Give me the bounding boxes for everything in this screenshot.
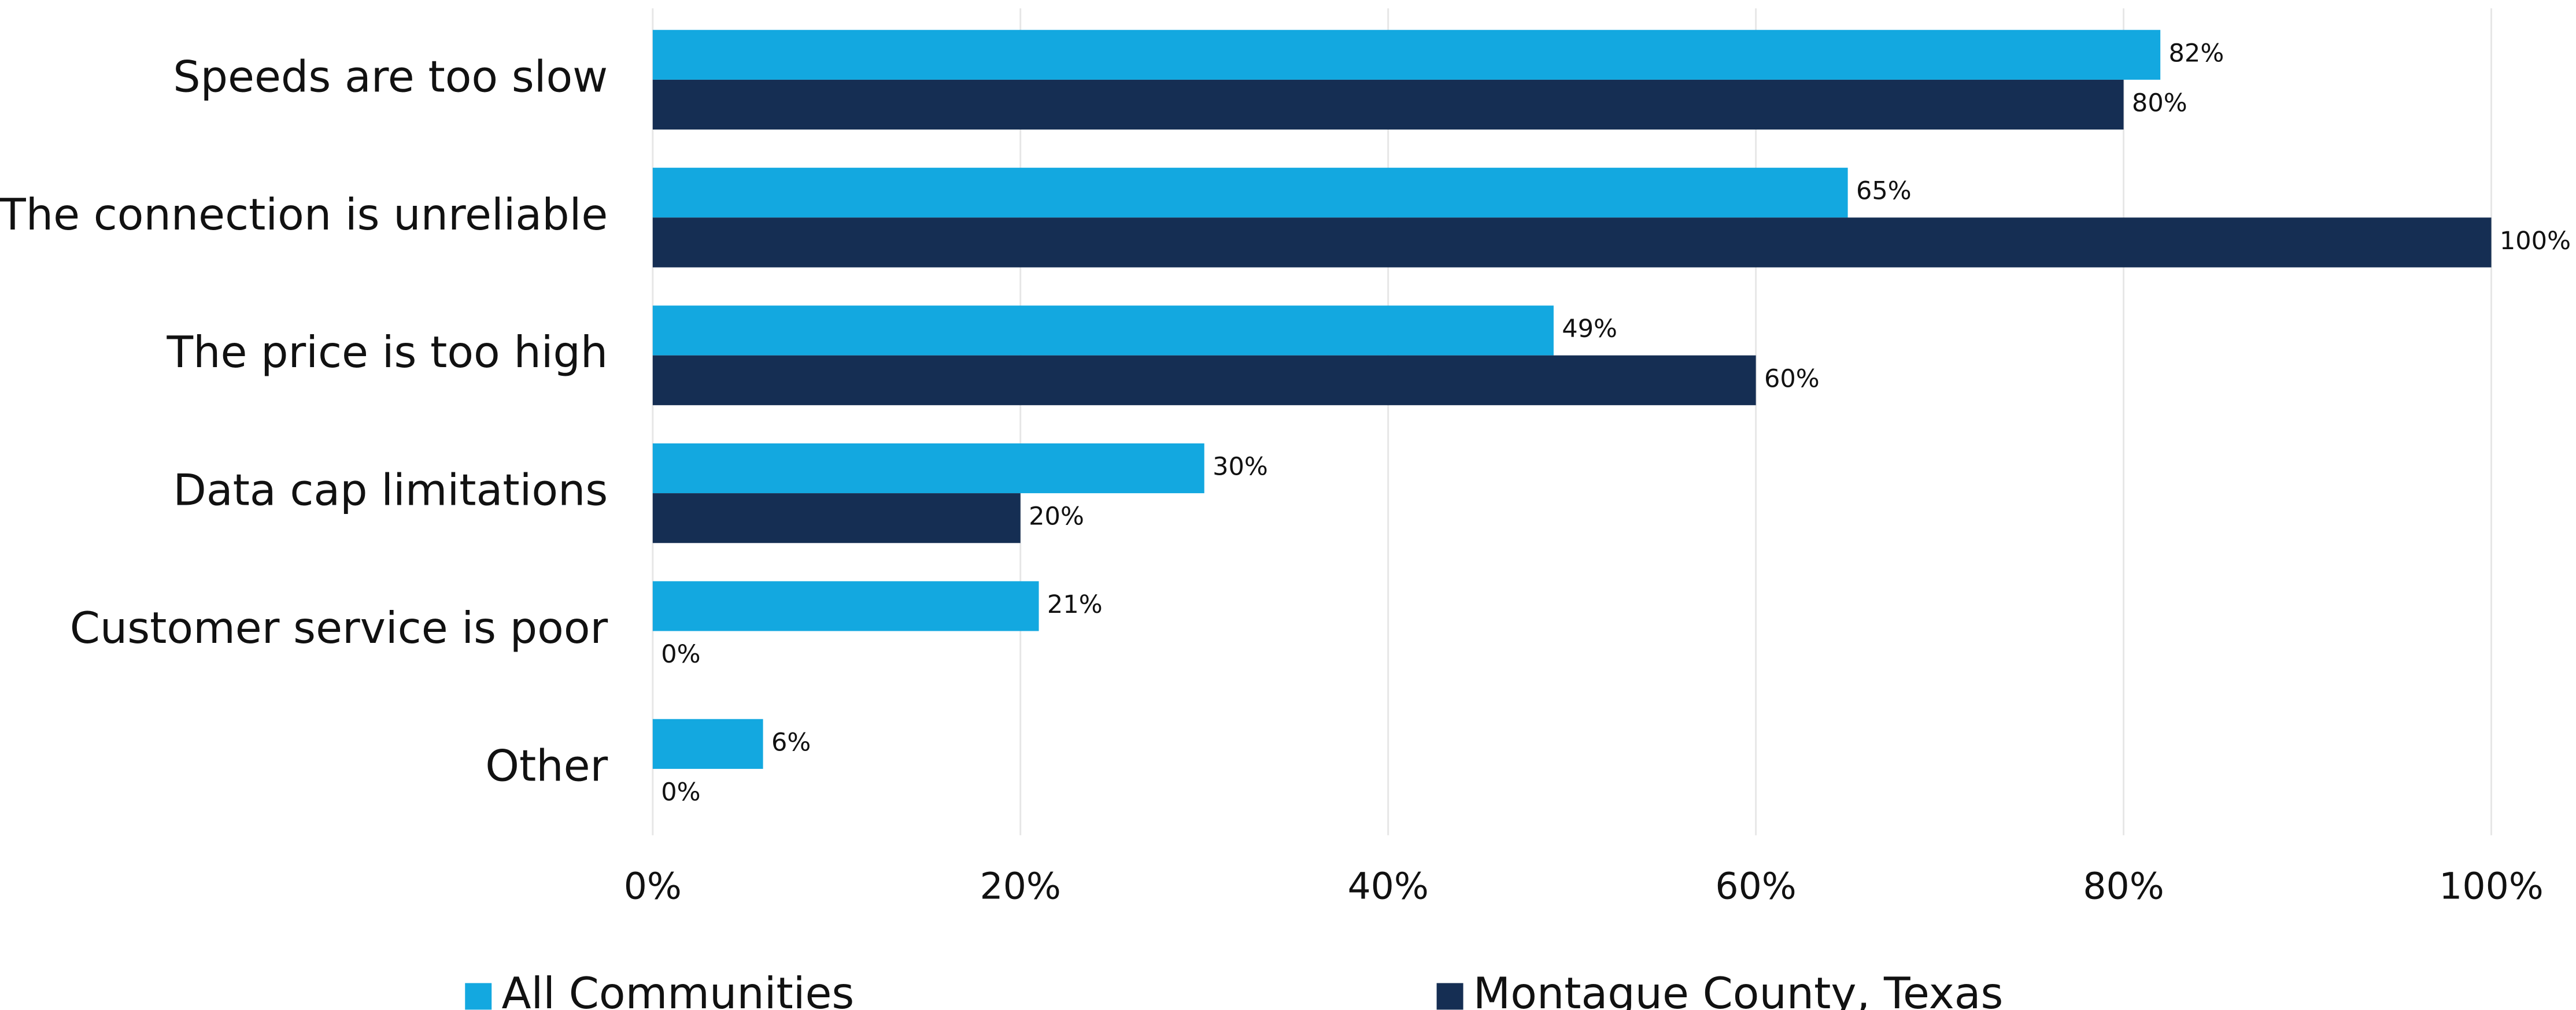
- data-label: 60%: [1764, 364, 1820, 393]
- bar: [652, 217, 2492, 268]
- y-tick-label: The connection is unreliable: [0, 190, 608, 240]
- data-label: 65%: [1856, 177, 1912, 206]
- x-tick-label: 0%: [624, 864, 682, 907]
- bar: [652, 29, 2161, 80]
- legend-swatch: [1436, 983, 1463, 1010]
- bar: [652, 719, 763, 769]
- y-tick-label: Speeds are too slow: [173, 51, 608, 102]
- data-label: 20%: [1029, 502, 1084, 531]
- legend-swatch: [465, 983, 492, 1010]
- data-label: 21%: [1047, 590, 1103, 619]
- y-tick-label: Other: [485, 741, 608, 791]
- y-tick-label: Customer service is poor: [70, 603, 608, 653]
- x-tick-label: 20%: [980, 864, 1061, 907]
- data-label: 82%: [2169, 39, 2224, 68]
- bar: [652, 355, 1756, 405]
- data-label: 0%: [661, 640, 700, 669]
- bar: [652, 305, 1554, 356]
- bar: [652, 581, 1039, 631]
- data-label: 49%: [1562, 315, 1617, 343]
- y-tick-label: Data cap limitations: [173, 465, 608, 516]
- x-tick-label: 40%: [1347, 864, 1428, 907]
- bar: [652, 493, 1021, 543]
- x-tick-label: 80%: [2083, 864, 2164, 907]
- data-label: 30%: [1213, 453, 1268, 482]
- y-tick-label: The price is too high: [167, 327, 608, 378]
- data-label: 6%: [771, 728, 811, 757]
- bar: [652, 168, 1848, 218]
- data-label: 100%: [2500, 227, 2571, 256]
- legend-label: All Communities: [501, 968, 854, 1010]
- data-label: 0%: [661, 778, 700, 807]
- x-tick-label: 60%: [1715, 864, 1796, 907]
- bar: [652, 443, 1204, 494]
- bar: [652, 79, 2124, 130]
- x-tick-label: 100%: [2439, 864, 2544, 907]
- data-label: 80%: [2132, 88, 2187, 117]
- legend-label: Montague County, Texas: [1473, 968, 2004, 1010]
